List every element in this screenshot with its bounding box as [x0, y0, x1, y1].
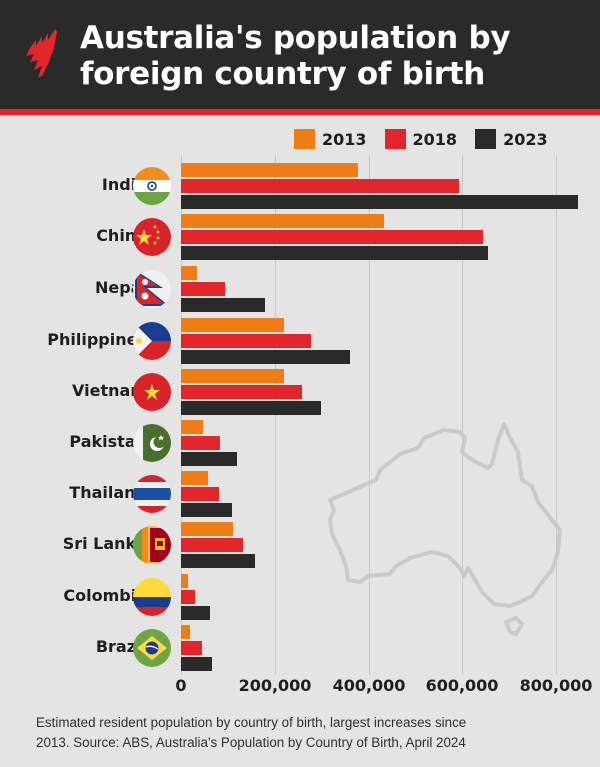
- chart-footnote: Estimated resident population by country…: [36, 713, 576, 753]
- country-row-nepal: Nepal: [0, 266, 600, 312]
- sbs-logo-icon: [26, 29, 57, 78]
- country-row-thailand: Thailand: [0, 471, 600, 517]
- bar-2023: [181, 554, 255, 568]
- vietnam-flag-icon: [133, 373, 171, 411]
- bar-2023: [181, 606, 210, 620]
- bar-2023: [181, 452, 237, 466]
- bar-2018: [181, 487, 219, 501]
- legend-swatch-2018: [384, 129, 406, 149]
- bar-2018: [181, 334, 311, 348]
- bar-2013: [181, 522, 233, 536]
- country-label: Sri Lanka: [62, 534, 147, 553]
- bar-2018: [181, 385, 302, 399]
- bar-2013: [181, 420, 203, 434]
- brazil-flag-icon: [133, 629, 171, 667]
- bar-2023: [181, 195, 578, 209]
- bar-2018: [181, 641, 202, 655]
- bar-2023: [181, 401, 321, 415]
- china-flag-icon: [133, 218, 171, 256]
- x-tick-label: 400,000: [332, 676, 406, 695]
- bar-2018: [181, 282, 225, 296]
- country-label: Pakistan: [69, 432, 147, 451]
- footnote-line-2: 2013. Source: ABS, Australia's Populatio…: [36, 735, 466, 750]
- gridline-200000: [275, 155, 276, 675]
- bar-2013: [181, 625, 190, 639]
- bar-2018: [181, 538, 243, 552]
- bar-2023: [181, 350, 350, 364]
- header-red-stripe: [0, 109, 600, 115]
- thailand-flag-icon: [133, 475, 171, 513]
- pakistan-flag-icon: [133, 424, 171, 462]
- country-label: Vietnam: [72, 381, 147, 400]
- legend-item-2018: 2018: [384, 129, 458, 149]
- bar-2018: [181, 230, 483, 244]
- x-tick-label: 600,000: [425, 676, 499, 695]
- title-line-1: Australia's population by: [80, 20, 511, 56]
- bar-2013: [181, 471, 208, 485]
- bar-2018: [181, 179, 459, 193]
- country-label: Thailand: [69, 483, 147, 502]
- legend: 2013 2018 2023: [294, 129, 566, 149]
- sri-lanka-flag-icon: [133, 526, 171, 564]
- x-tick-label: 200,000: [238, 676, 312, 695]
- bar-2013: [181, 214, 384, 228]
- legend-label: 2018: [412, 129, 458, 149]
- bar-2013: [181, 266, 197, 280]
- bar-2013: [181, 369, 284, 383]
- gridline-0: [181, 155, 182, 675]
- bar-2023: [181, 246, 488, 260]
- country-row-pakistan: Pakistan: [0, 420, 600, 466]
- x-tick-label: 0: [175, 676, 187, 695]
- australia-map-outline-icon: [328, 422, 562, 636]
- gridline-400000: [369, 155, 370, 675]
- legend-label: 2023: [503, 129, 548, 149]
- legend-item-2023: 2023: [475, 129, 548, 149]
- colombia-flag-icon: [133, 578, 171, 616]
- country-label: Philippines: [47, 330, 147, 349]
- bar-2013: [181, 318, 284, 332]
- country-row-colombia: Colombia: [0, 574, 600, 620]
- chart-header: Australia's population by foreign countr…: [0, 0, 600, 109]
- legend-item-2013: 2013: [294, 129, 367, 149]
- gridline-600000: [462, 155, 463, 675]
- bar-2013: [181, 574, 188, 588]
- gridline-800000: [556, 155, 557, 675]
- bar-2018: [181, 436, 220, 450]
- bar-2023: [181, 657, 212, 671]
- country-row-brazil: Brazil: [0, 625, 600, 671]
- bar-2018: [181, 590, 195, 604]
- x-tick-label: 800,000: [519, 676, 593, 695]
- bar-2023: [181, 298, 265, 312]
- x-axis: 0 200,000 400,000 600,000 800,000: [0, 676, 600, 700]
- country-row-sri-lanka: Sri Lanka: [0, 522, 600, 568]
- country-row-vietnam: Vietnam: [0, 369, 600, 415]
- title-line-2: foreign country of birth: [80, 56, 486, 92]
- country-label: Colombia: [63, 586, 147, 605]
- country-row-china: China: [0, 214, 600, 260]
- legend-swatch-2023: [475, 129, 497, 149]
- bar-2023: [181, 503, 232, 517]
- country-row-india: India: [0, 163, 600, 209]
- footnote-line-1: Estimated resident population by country…: [36, 715, 467, 730]
- country-row-philippines: Philippines: [0, 318, 600, 364]
- legend-swatch-2013: [294, 129, 315, 149]
- philippines-flag-icon: [133, 322, 171, 360]
- bar-2013: [181, 163, 358, 177]
- chart-title: Australia's population by foreign countr…: [80, 20, 511, 92]
- legend-label: 2013: [322, 129, 367, 149]
- nepal-flag-icon: [133, 270, 171, 308]
- india-flag-icon: [133, 167, 171, 205]
